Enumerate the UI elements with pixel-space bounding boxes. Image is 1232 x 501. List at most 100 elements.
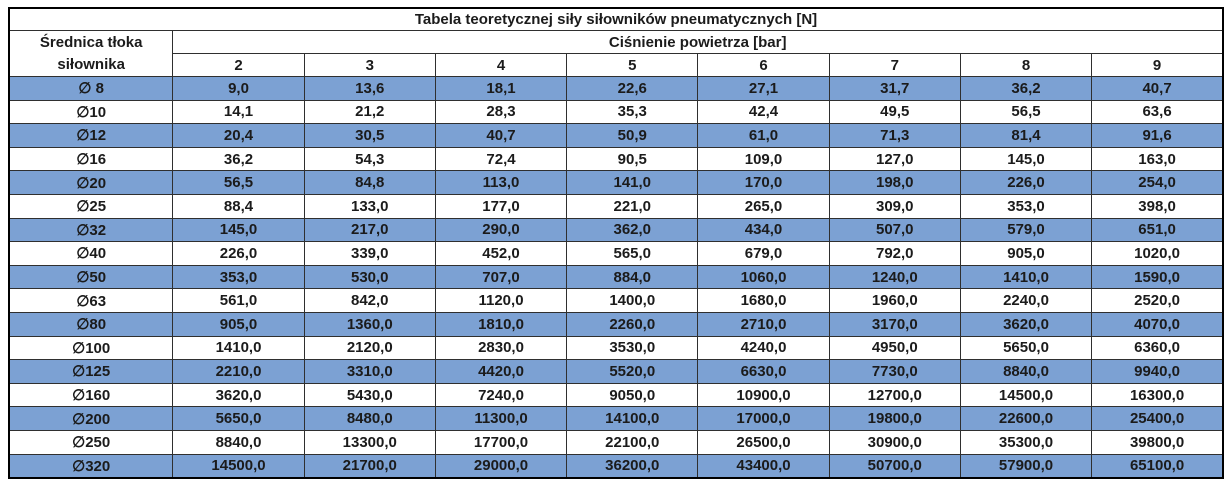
force-cell: 21700,0 <box>303 453 436 479</box>
force-cell: 4070,0 <box>1091 311 1224 337</box>
force-cell: 54,3 <box>303 146 436 172</box>
force-cell: 4420,0 <box>434 359 568 384</box>
force-cell: 13,6 <box>303 76 436 101</box>
table-title: Tabela teoretycznej siły siłowników pneu… <box>8 7 1224 31</box>
force-cell: 25400,0 <box>1091 406 1224 431</box>
force-cell: 905,0 <box>172 311 305 337</box>
force-cell: 8480,0 <box>303 406 436 431</box>
table-row: ∅100 1410,0 2120,0 2830,0 3530,0 4240,0 4950,0… <box>8 335 1224 361</box>
force-cell: 3530,0 <box>566 335 699 361</box>
diameter-cell: ∅250 <box>8 429 174 455</box>
table-row: ∅63 561,0 842,0 1120,0 1400,0 1680,0 1960,0 224… <box>8 288 1224 313</box>
force-cell: 18,1 <box>434 76 568 101</box>
diameter-cell: ∅10 <box>8 99 174 125</box>
force-cell: 8840,0 <box>172 429 305 455</box>
force-cell: 145,0 <box>172 217 305 243</box>
force-cell: 22600,0 <box>959 406 1093 431</box>
pressure-value-header: 6 <box>697 53 830 77</box>
force-cell: 565,0 <box>566 241 699 266</box>
force-cell: 71,3 <box>828 123 961 148</box>
table-row: ∅80 905,0 1360,0 1810,0 2260,0 2710,0 3170,0 36… <box>8 311 1224 337</box>
force-cell: 221,0 <box>566 193 699 219</box>
force-cell: 452,0 <box>434 241 568 266</box>
force-cell: 14500,0 <box>959 382 1093 408</box>
force-cell: 254,0 <box>1091 170 1224 195</box>
force-cell: 1680,0 <box>697 288 830 313</box>
force-cell: 40,7 <box>1091 76 1224 101</box>
force-cell: 30,5 <box>303 123 436 148</box>
force-cell: 16300,0 <box>1091 382 1224 408</box>
force-cell: 434,0 <box>697 217 830 243</box>
force-cell: 14,1 <box>172 99 305 125</box>
force-cell: 290,0 <box>434 217 568 243</box>
force-cell: 353,0 <box>959 193 1093 219</box>
table-row: ∅16 36,2 54,3 72,4 90,5 109,0 127,0 145,0 163,0 <box>8 146 1224 172</box>
force-cell: 3620,0 <box>172 382 305 408</box>
force-cell: 226,0 <box>172 241 305 266</box>
force-cell: 530,0 <box>303 264 436 290</box>
force-cell: 679,0 <box>697 241 830 266</box>
force-cell: 113,0 <box>434 170 568 195</box>
table-row: ∅50 353,0 530,0 707,0 884,0 1060,0 1240,0 1410,… <box>8 264 1224 290</box>
table-row: ∅160 3620,0 5430,0 7240,0 9050,0 10900,0 12700… <box>8 382 1224 408</box>
force-cell: 651,0 <box>1091 217 1224 243</box>
pressure-value-header: 7 <box>828 53 961 77</box>
force-cell: 7730,0 <box>828 359 961 384</box>
force-cell: 2210,0 <box>172 359 305 384</box>
table-row: ∅320 14500,0 21700,0 29000,0 36200,0 43400,0 5… <box>8 453 1224 479</box>
force-cell: 1400,0 <box>566 288 699 313</box>
force-cell: 1060,0 <box>697 264 830 290</box>
pneumatic-force-table: Tabela teoretycznej siły siłowników pneu… <box>8 7 1224 480</box>
force-cell: 21,2 <box>303 99 436 125</box>
force-cell: 50,9 <box>566 123 699 148</box>
force-cell: 22,6 <box>566 76 699 101</box>
force-cell: 842,0 <box>303 288 436 313</box>
force-cell: 170,0 <box>697 170 830 195</box>
force-cell: 13300,0 <box>303 429 436 455</box>
force-cell: 5650,0 <box>172 406 305 431</box>
force-cell: 127,0 <box>828 146 961 172</box>
force-cell: 5520,0 <box>566 359 699 384</box>
diameter-cell: ∅320 <box>8 453 174 479</box>
force-cell: 6360,0 <box>1091 335 1224 361</box>
table-row: ∅10 14,1 21,2 28,3 35,3 42,4 49,5 56,5 63,6 <box>8 99 1224 125</box>
force-cell: 14500,0 <box>172 453 305 479</box>
diameter-cell: ∅160 <box>8 382 174 408</box>
force-cell: 1120,0 <box>434 288 568 313</box>
force-cell: 90,5 <box>566 146 699 172</box>
force-cell: 339,0 <box>303 241 436 266</box>
force-cell: 29000,0 <box>434 453 568 479</box>
force-cell: 309,0 <box>828 193 961 219</box>
force-cell: 30900,0 <box>828 429 961 455</box>
force-cell: 49,5 <box>828 99 961 125</box>
force-cell: 177,0 <box>434 193 568 219</box>
force-cell: 81,4 <box>959 123 1093 148</box>
force-cell: 3620,0 <box>959 311 1093 337</box>
diameter-cell: ∅50 <box>8 264 174 290</box>
force-cell: 27,1 <box>697 76 830 101</box>
force-cell: 40,7 <box>434 123 568 148</box>
force-cell: 36,2 <box>172 146 305 172</box>
table-row: ∅32 145,0 217,0 290,0 362,0 434,0 507,0 579,0 65… <box>8 217 1224 243</box>
force-cell: 72,4 <box>434 146 568 172</box>
force-cell: 398,0 <box>1091 193 1224 219</box>
pressure-value-header: 8 <box>959 53 1093 77</box>
force-cell: 507,0 <box>828 217 961 243</box>
force-cell: 1240,0 <box>828 264 961 290</box>
force-cell: 1360,0 <box>303 311 436 337</box>
force-cell: 56,5 <box>959 99 1093 125</box>
force-cell: 1020,0 <box>1091 241 1224 266</box>
title-row: Tabela teoretycznej siły siłowników pneu… <box>8 7 1224 31</box>
force-cell: 31,7 <box>828 76 961 101</box>
force-cell: 84,8 <box>303 170 436 195</box>
force-cell: 91,6 <box>1091 123 1224 148</box>
force-cell: 88,4 <box>172 193 305 219</box>
table-row: ∅200 5650,0 8480,0 11300,0 14100,0 17000,0 198… <box>8 406 1224 431</box>
diameter-cell: ∅12 <box>8 123 174 148</box>
force-cell: 2830,0 <box>434 335 568 361</box>
force-cell: 2710,0 <box>697 311 830 337</box>
force-cell: 39800,0 <box>1091 429 1224 455</box>
header-row-group: Średnica tłoka siłownika Ciśnienie powie… <box>8 30 1224 77</box>
diameter-cell: ∅63 <box>8 288 174 313</box>
